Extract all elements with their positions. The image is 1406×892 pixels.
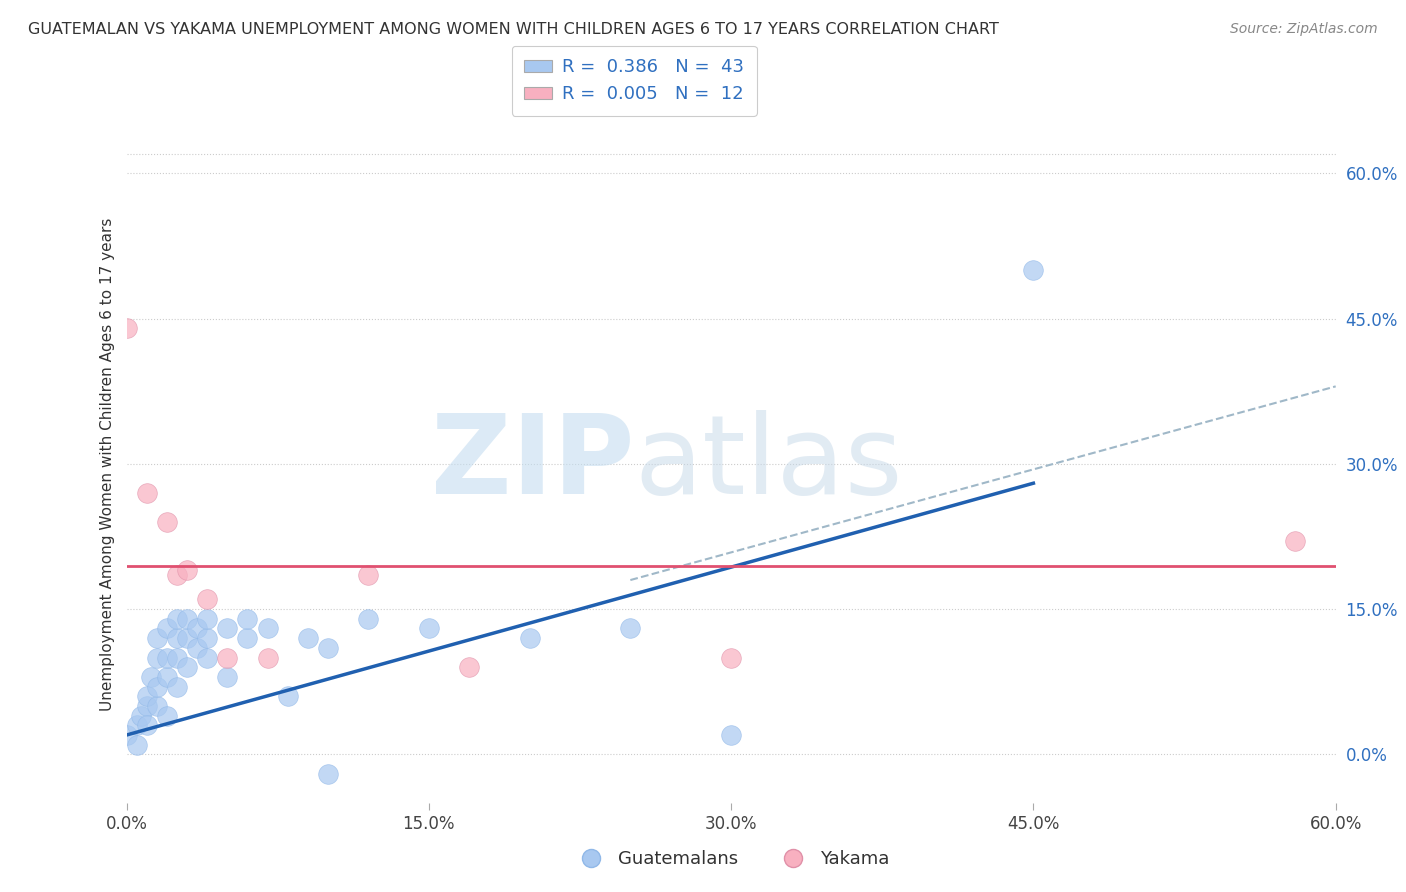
Point — [166, 568, 188, 582]
Point — [176, 660, 198, 674]
Point — [277, 690, 299, 704]
Legend: Guatemalans, Yakama: Guatemalans, Yakama — [567, 843, 896, 875]
Point — [146, 650, 169, 665]
Point — [357, 568, 380, 582]
Point — [146, 698, 169, 713]
Point — [195, 650, 218, 665]
Point — [195, 612, 218, 626]
Point — [125, 738, 148, 752]
Point — [176, 563, 198, 577]
Point — [125, 718, 148, 732]
Point — [217, 622, 239, 636]
Text: Source: ZipAtlas.com: Source: ZipAtlas.com — [1230, 22, 1378, 37]
Point — [186, 622, 208, 636]
Point — [166, 631, 188, 645]
Point — [135, 718, 157, 732]
Point — [166, 650, 188, 665]
Point — [316, 640, 339, 655]
Point — [166, 680, 188, 694]
Point — [146, 680, 169, 694]
Point — [316, 766, 339, 780]
Point — [176, 612, 198, 626]
Point — [256, 650, 278, 665]
Point — [156, 670, 179, 684]
Y-axis label: Unemployment Among Women with Children Ages 6 to 17 years: Unemployment Among Women with Children A… — [100, 217, 115, 711]
Text: atlas: atlas — [634, 410, 903, 517]
Point — [720, 728, 742, 742]
Point — [519, 631, 541, 645]
Point — [135, 698, 157, 713]
Point — [176, 631, 198, 645]
Point — [256, 622, 278, 636]
Point — [156, 515, 179, 529]
Point — [156, 622, 179, 636]
Point — [146, 631, 169, 645]
Point — [217, 670, 239, 684]
Point — [186, 640, 208, 655]
Point — [115, 321, 138, 335]
Text: GUATEMALAN VS YAKAMA UNEMPLOYMENT AMONG WOMEN WITH CHILDREN AGES 6 TO 17 YEARS C: GUATEMALAN VS YAKAMA UNEMPLOYMENT AMONG … — [28, 22, 1000, 37]
Point — [135, 486, 157, 500]
Point — [166, 612, 188, 626]
Point — [357, 612, 380, 626]
Point — [129, 708, 152, 723]
Point — [139, 670, 162, 684]
Point — [195, 631, 218, 645]
Point — [217, 650, 239, 665]
Point — [720, 650, 742, 665]
Point — [115, 728, 138, 742]
Point — [418, 622, 440, 636]
Point — [135, 690, 157, 704]
Point — [156, 708, 179, 723]
Point — [195, 592, 218, 607]
Point — [236, 612, 259, 626]
Text: ZIP: ZIP — [432, 410, 634, 517]
Point — [619, 622, 641, 636]
Point — [297, 631, 319, 645]
Point — [458, 660, 481, 674]
Point — [156, 650, 179, 665]
Point — [1284, 534, 1306, 549]
Point — [1022, 263, 1045, 277]
Point — [236, 631, 259, 645]
